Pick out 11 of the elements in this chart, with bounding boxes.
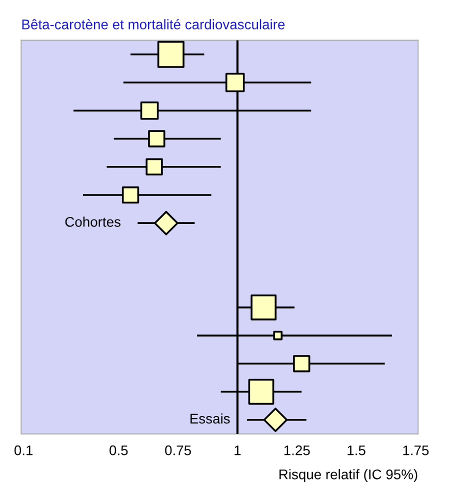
text: Cohortes <box>65 216 120 227</box>
x-axis-title: Risque relatif (IC 95%) <box>280 469 418 482</box>
x-tick-label: 1.5 <box>348 446 366 456</box>
text: Essais <box>190 413 230 424</box>
x-tick-label: 0.1 <box>14 445 33 456</box>
x-tick-label: 1.75 <box>403 446 429 456</box>
x-tick-label: 1.25 <box>284 445 310 456</box>
x-tick-label: 0.5 <box>110 445 128 456</box>
x-tick-label: 0.75 <box>165 445 191 456</box>
x-tick-label: 1 <box>234 446 241 456</box>
chart-title: Bêta-carotène et mortalité cardiovasculaire <box>22 19 285 30</box>
